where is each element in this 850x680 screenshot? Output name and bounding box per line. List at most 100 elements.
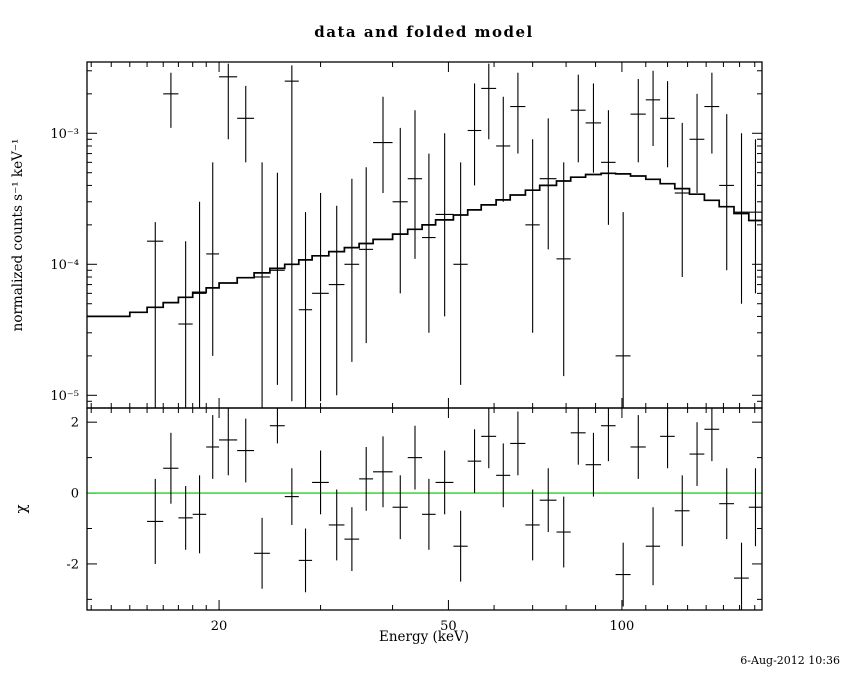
data-point-cross (163, 72, 179, 128)
data-point-cross (719, 114, 735, 271)
data-point-cross (344, 507, 360, 572)
data-point-cross (206, 162, 220, 356)
data-point-cross (467, 429, 482, 494)
data-point-cross (496, 443, 511, 508)
data-point-cross (422, 478, 436, 550)
data-point-cross (674, 122, 690, 277)
residuals-data (147, 408, 762, 610)
data-point-cross (422, 153, 436, 333)
data-point-cross (359, 167, 374, 344)
data-point-cross (496, 96, 511, 202)
data-point-cross (645, 70, 661, 146)
data-point-cross (660, 408, 675, 469)
data-point-cross (328, 489, 345, 561)
data-point-cross (373, 436, 393, 508)
data-point-cross (630, 415, 646, 479)
residuals-panel: -2 0 2 (66, 407, 763, 611)
data-point-cross (237, 418, 255, 483)
chart-layer: 10⁻⁵ 10⁻⁴ 10⁻³ -2 0 2 20 50 100 (50, 61, 763, 634)
y-tick-label: -2 (66, 557, 79, 572)
data-point-cross (407, 110, 423, 259)
spectrum-data (147, 63, 762, 408)
data-point-cross (467, 83, 482, 186)
data-point-cross (453, 162, 468, 385)
data-point-cross (645, 507, 661, 586)
model-line (87, 172, 762, 318)
data-point-cross (704, 72, 720, 154)
y-tick-label: 0 (71, 487, 79, 502)
data-point-cross (585, 83, 602, 173)
data-point-cross (748, 468, 762, 547)
data-point-cross (539, 468, 557, 533)
data-point-cross (570, 74, 586, 163)
data-point-cross (601, 408, 616, 462)
x-axis-label: Energy (keV) (379, 629, 469, 645)
plot-title: data and folded model (314, 23, 533, 41)
data-point-cross (392, 475, 408, 540)
data-point-cross (344, 178, 360, 362)
data-point-cross (630, 78, 646, 163)
data-point-cross (373, 96, 393, 194)
data-point-cross (298, 212, 313, 408)
data-point-cross (192, 201, 207, 408)
data-point-cross (734, 133, 749, 304)
data-point-cross (453, 510, 468, 582)
data-point-cross (734, 542, 749, 610)
data-point-cross (219, 408, 238, 476)
data-point-cross (556, 496, 571, 568)
data-point-cross (237, 85, 255, 163)
data-point-cross (392, 127, 408, 294)
data-point-cross (359, 446, 374, 511)
y-tick-label: 10⁻³ (50, 127, 79, 142)
data-point-cross (748, 139, 762, 294)
data-point-cross (178, 241, 193, 408)
data-point-cross (147, 478, 164, 564)
y-axis-label-chi: χ (12, 504, 30, 513)
data-point-cross (510, 72, 526, 154)
data-point-cross (615, 212, 631, 408)
x-tick-label: 100 (610, 619, 635, 634)
data-point-cross (178, 485, 193, 550)
x-tick-label: 20 (211, 619, 228, 634)
data-point-cross (615, 542, 631, 607)
data-point-cross (254, 517, 270, 589)
data-point-cross (284, 65, 299, 402)
data-point-cross (525, 489, 540, 561)
data-point-cross (254, 162, 270, 408)
data-point-cross (328, 205, 345, 396)
spectrum-frame (86, 61, 763, 409)
residuals-frame (86, 407, 763, 611)
data-point-cross (510, 411, 526, 476)
data-point-cross (163, 432, 179, 504)
data-point-cross (192, 475, 207, 554)
timestamp: 6-Aug-2012 10:36 (740, 654, 840, 667)
data-point-cross (269, 408, 285, 444)
data-point-cross (219, 63, 238, 140)
data-point-cross (312, 193, 329, 402)
y-tick-label: 10⁻⁵ (50, 389, 79, 404)
data-point-cross (284, 468, 299, 525)
data-point-cross (206, 415, 220, 479)
x-tick-label: 50 (440, 619, 457, 634)
data-point-cross (689, 93, 705, 194)
y-tick-label: 2 (71, 416, 79, 431)
data-point-cross (298, 528, 313, 593)
data-point-cross (539, 118, 557, 250)
data-point-cross (312, 450, 329, 515)
data-point-cross (481, 63, 497, 140)
data-point-cross (525, 139, 540, 333)
y-axis-label-spectrum: normalized counts s⁻¹ keV⁻¹ (10, 139, 26, 332)
data-point-cross (660, 81, 675, 168)
data-point-cross (570, 408, 586, 465)
data-point-cross (147, 222, 164, 408)
data-point-cross (601, 110, 616, 225)
data-point-cross (719, 468, 735, 540)
data-point-cross (556, 162, 571, 377)
spectrum-panel: 10⁻⁵ 10⁻⁴ 10⁻³ (50, 61, 763, 409)
data-point-cross (704, 408, 720, 462)
data-point-cross (269, 172, 285, 385)
data-point-cross (435, 450, 454, 515)
data-point-cross (407, 425, 423, 490)
